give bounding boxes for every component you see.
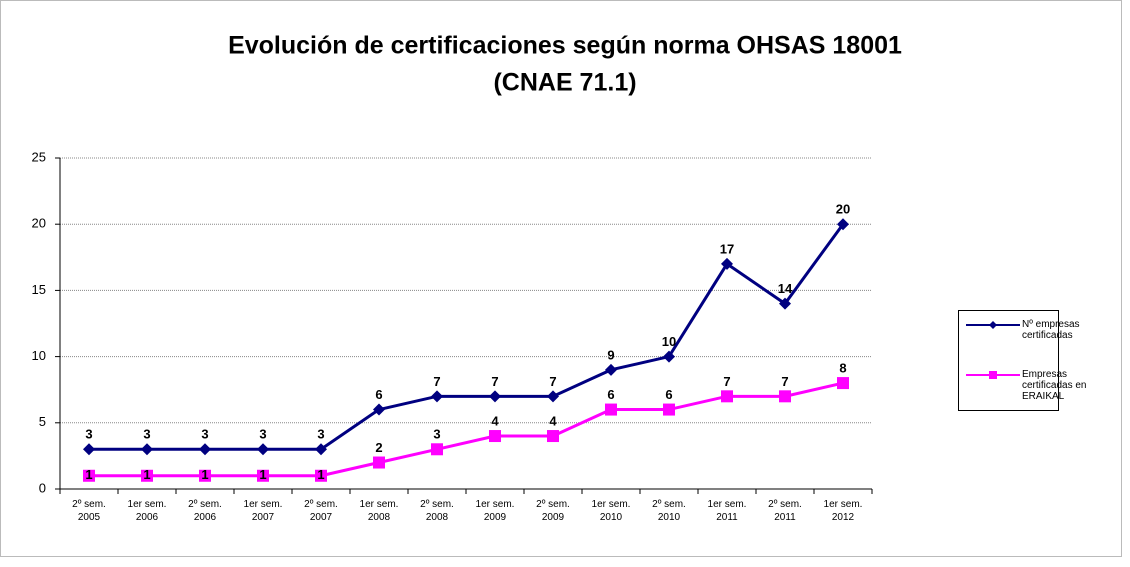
x-tick-label: 1er sem. 2008	[360, 499, 399, 523]
data-label: 6	[607, 387, 614, 402]
legend-marker	[989, 371, 997, 379]
series-line	[89, 381, 844, 478]
marker	[663, 350, 675, 363]
marker	[663, 403, 675, 416]
data-label: 1	[85, 467, 92, 482]
marker	[431, 443, 443, 456]
legend-label: Empresas certificadas en ERAIKAL	[1022, 369, 1087, 402]
data-label: 4	[549, 413, 557, 428]
x-tick-label: 2º sem. 2007	[304, 499, 338, 523]
y-tick-label: 15	[32, 282, 46, 297]
marker	[315, 469, 327, 482]
x-tick-label: 2º sem. 2005	[72, 499, 106, 523]
marker	[837, 377, 849, 390]
x-tick-label: 2º sem. 2011	[768, 499, 802, 523]
marker	[837, 218, 849, 231]
y-tick-label: 5	[39, 414, 46, 429]
marker	[83, 469, 95, 482]
data-label: 1	[143, 467, 150, 482]
x-tick-label: 1er sem. 2012	[824, 499, 863, 523]
y-tick-label: 25	[32, 149, 46, 164]
marker	[547, 430, 559, 443]
x-tick-label: 2º sem. 2009	[536, 499, 570, 523]
x-tick-label: 2º sem. 2008	[420, 499, 454, 523]
data-label: 1	[259, 467, 266, 482]
data-label: 20	[836, 202, 850, 217]
marker	[257, 443, 269, 456]
marker	[199, 443, 211, 456]
x-tick-label: 2º sem. 2010	[652, 499, 686, 523]
data-label: 3	[143, 427, 150, 442]
data-label: 2	[375, 440, 382, 455]
x-tick-label: 1er sem. 2007	[244, 499, 283, 523]
marker	[721, 257, 733, 270]
data-label: 9	[607, 347, 614, 362]
data-label: 7	[433, 374, 440, 389]
y-tick-label: 20	[32, 216, 46, 231]
data-label: 1	[317, 467, 324, 482]
data-label: 1	[201, 467, 208, 482]
x-tick-label: 1er sem. 2009	[476, 499, 515, 523]
marker	[373, 403, 385, 416]
chart-title: Evolución de certificaciones según norma…	[228, 32, 902, 60]
data-label: 7	[491, 374, 498, 389]
chart-subtitle: (CNAE 71.1)	[493, 69, 636, 97]
legend-marker	[989, 321, 997, 329]
data-label: 3	[433, 427, 440, 442]
x-tick-label: 1er sem. 2006	[128, 499, 167, 523]
data-label: 4	[491, 413, 499, 428]
data-label: 7	[781, 374, 788, 389]
legend-box	[958, 310, 1059, 411]
marker	[199, 469, 211, 482]
marker	[315, 443, 327, 456]
data-label: 6	[665, 387, 672, 402]
x-tick-label: 1er sem. 2011	[708, 499, 747, 523]
marker	[721, 390, 733, 403]
marker	[83, 443, 95, 456]
data-label: 7	[549, 374, 556, 389]
data-label: 3	[259, 427, 266, 442]
series-line	[89, 223, 845, 451]
marker	[547, 390, 559, 403]
marker	[779, 297, 791, 310]
marker	[605, 363, 617, 376]
data-label: 17	[720, 241, 734, 256]
marker	[373, 456, 385, 469]
marker	[141, 443, 153, 456]
data-label: 8	[839, 361, 846, 376]
data-label: 6	[375, 387, 382, 402]
data-label: 7	[723, 374, 730, 389]
y-tick-label: 0	[39, 480, 46, 495]
y-tick-label: 10	[32, 348, 46, 363]
marker	[489, 390, 501, 403]
marker	[141, 469, 153, 482]
data-label: 3	[85, 427, 92, 442]
chart-border	[0, 0, 1122, 557]
marker	[779, 390, 791, 403]
x-tick-label: 2º sem. 2006	[188, 499, 222, 523]
x-tick-label: 1er sem. 2010	[592, 499, 631, 523]
marker	[431, 390, 443, 403]
data-label: 10	[662, 334, 676, 349]
legend-label: Nº empresas certificadas	[1022, 319, 1080, 341]
data-label: 3	[201, 427, 208, 442]
data-label: 3	[317, 427, 324, 442]
marker	[257, 469, 269, 482]
data-label: 14	[778, 281, 793, 296]
marker	[605, 403, 617, 416]
marker	[489, 430, 501, 443]
